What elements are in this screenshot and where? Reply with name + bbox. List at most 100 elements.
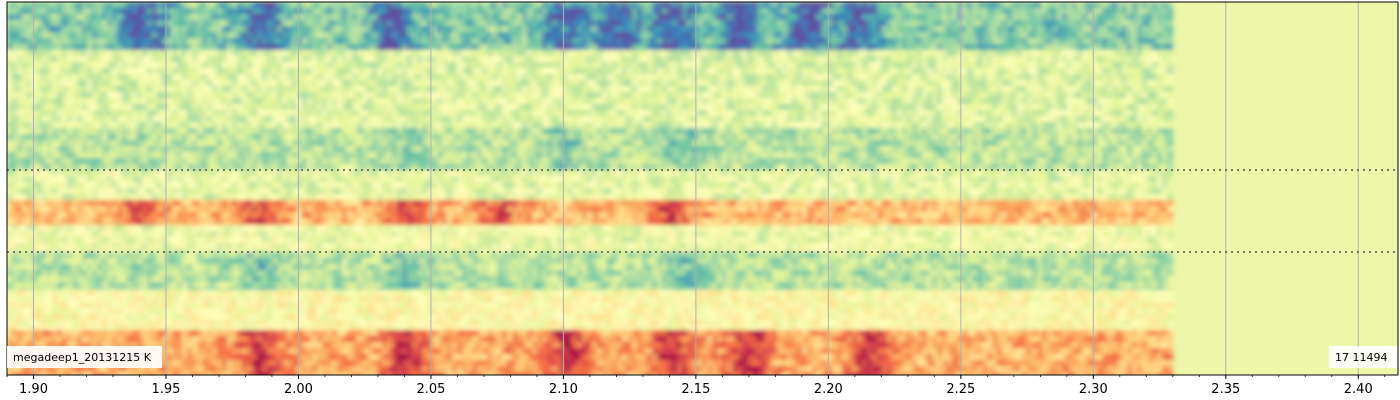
heatmap-cell [917,62,923,69]
heatmap-cell [1057,20,1063,27]
heatmap-cell [632,116,638,123]
heatmap-cell [1092,50,1098,57]
heatmap-cell [432,74,438,81]
heatmap-cell [287,38,293,45]
heatmap-cell [622,80,628,87]
heatmap-cell [842,56,848,63]
heatmap-cell [567,110,573,117]
heatmap-cell [967,116,973,123]
heatmap-cell [742,26,748,33]
heatmap-cell [292,116,298,123]
heatmap-cell [187,20,193,27]
heatmap-cell [142,92,148,99]
heatmap-cell [862,62,868,69]
heatmap-cell [442,92,448,99]
heatmap-cell [567,98,573,105]
heatmap-cell [217,8,223,15]
heatmap-cell [1052,26,1058,33]
heatmap-cell [852,62,858,69]
heatmap-cell [1097,110,1103,117]
heatmap-cell [747,86,753,93]
heatmap-cell [547,80,553,87]
heatmap-cell [1162,44,1168,51]
heatmap-cell [722,56,728,63]
heatmap-cell [622,56,628,63]
heatmap-cell [622,14,628,21]
heatmap-cell [202,2,208,9]
heatmap-cell [452,128,458,135]
heatmap-cell [67,86,73,93]
heatmap-cell [42,56,48,63]
heatmap-cell [662,8,668,15]
heatmap-cell [762,122,768,129]
heatmap-cell [877,104,883,111]
heatmap-cell [417,26,423,33]
heatmap-cell [557,14,563,21]
heatmap-cell [392,26,398,33]
heatmap-cell [807,32,813,39]
heatmap-cell [37,74,43,81]
heatmap-cell [77,104,83,111]
heatmap-cell [697,104,703,111]
heatmap-cell [952,122,958,129]
heatmap-cell [427,92,433,99]
heatmap-cell [282,56,288,63]
heatmap-cell [547,2,553,9]
heatmap-cell [787,92,793,99]
heatmap-cell [792,104,798,111]
heatmap-cell [162,2,168,9]
heatmap-cell [622,86,628,93]
heatmap-cell [52,80,58,87]
heatmap-cell [747,2,753,9]
heatmap-cell [1077,74,1083,81]
heatmap-cell [247,98,253,105]
heatmap-cell [322,80,328,87]
heatmap-cell [992,38,998,45]
heatmap-cell [717,92,723,99]
heatmap-cell [652,86,658,93]
heatmap-cell [1067,104,1073,111]
heatmap-cell [187,68,193,75]
heatmap-cell [847,32,853,39]
heatmap-cell [267,116,273,123]
heatmap-cell [912,32,918,39]
heatmap-cell [757,74,763,81]
heatmap-cell [527,2,533,9]
heatmap-cell [357,86,363,93]
heatmap-cell [282,44,288,51]
heatmap-cell [1057,50,1063,57]
heatmap-cell [352,86,358,93]
heatmap-cell [332,128,338,135]
heatmap-cell [872,56,878,63]
heatmap-cell [1047,38,1053,45]
heatmap-cell [332,110,338,117]
heatmap-cell [677,116,683,123]
heatmap-cell [182,74,188,81]
heatmap-cell [362,92,368,99]
heatmap-cell [892,86,898,93]
heatmap-cell [457,92,463,99]
heatmap-cell [1007,116,1013,123]
heatmap-cell [942,98,948,105]
heatmap-cell [607,104,613,111]
heatmap-cell [552,38,558,45]
heatmap-cell [1012,56,1018,63]
heatmap-cell [207,116,213,123]
heatmap-cell [262,74,268,81]
heatmap-cell [672,98,678,105]
heatmap-cell [602,68,608,75]
heatmap-cell [1102,50,1108,57]
heatmap-cell [517,62,523,69]
heatmap-cell [332,62,338,69]
heatmap-cell [637,116,643,123]
heatmap-cell [302,98,308,105]
heatmap-cell [597,44,603,51]
heatmap-cell [202,38,208,45]
heatmap-cell [222,128,228,135]
heatmap-cell [787,56,793,63]
heatmap-cell [727,80,733,87]
heatmap-cell [517,74,523,81]
heatmap-cell [627,86,633,93]
heatmap-cell [92,44,98,51]
heatmap-cell [357,68,363,75]
